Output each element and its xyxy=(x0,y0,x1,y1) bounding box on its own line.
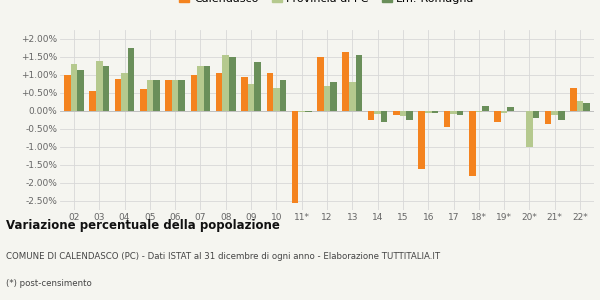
Bar xyxy=(577,101,583,111)
Bar xyxy=(77,70,84,111)
Bar xyxy=(64,75,71,111)
Bar xyxy=(254,62,261,111)
Bar xyxy=(393,111,400,115)
Bar xyxy=(476,111,482,112)
Bar xyxy=(443,111,450,127)
Bar xyxy=(280,80,286,111)
Bar xyxy=(526,111,533,147)
Bar xyxy=(494,111,501,122)
Bar xyxy=(298,111,305,112)
Bar xyxy=(172,80,178,111)
Bar xyxy=(223,55,229,111)
Bar xyxy=(292,111,298,203)
Bar xyxy=(356,55,362,111)
Bar xyxy=(121,73,128,111)
Bar xyxy=(128,48,134,111)
Bar xyxy=(273,88,280,111)
Bar xyxy=(381,111,388,122)
Bar xyxy=(570,88,577,111)
Bar xyxy=(115,79,121,111)
Text: (*) post-censimento: (*) post-censimento xyxy=(6,279,92,288)
Legend: Calendasco, Provincia di PC, Em.-Romagna: Calendasco, Provincia di PC, Em.-Romagna xyxy=(175,0,479,8)
Bar xyxy=(248,84,254,111)
Bar xyxy=(89,91,96,111)
Text: COMUNE DI CALENDASCO (PC) - Dati ISTAT al 31 dicembre di ogni anno - Elaborazion: COMUNE DI CALENDASCO (PC) - Dati ISTAT a… xyxy=(6,252,440,261)
Bar xyxy=(204,66,211,111)
Bar xyxy=(317,57,324,111)
Bar xyxy=(216,73,223,111)
Bar xyxy=(374,111,381,113)
Bar xyxy=(406,111,413,120)
Bar xyxy=(241,77,248,111)
Bar xyxy=(178,80,185,111)
Bar xyxy=(482,106,489,111)
Bar xyxy=(450,111,457,114)
Bar xyxy=(583,103,590,111)
Bar xyxy=(469,111,476,176)
Bar xyxy=(368,111,374,120)
Bar xyxy=(533,111,539,118)
Bar xyxy=(425,111,431,113)
Bar xyxy=(191,75,197,111)
Bar xyxy=(431,111,438,113)
Text: Variazione percentuale della popolazione: Variazione percentuale della popolazione xyxy=(6,219,280,232)
Bar xyxy=(349,82,356,111)
Bar xyxy=(558,111,565,120)
Bar xyxy=(457,111,463,115)
Bar xyxy=(551,111,558,115)
Bar xyxy=(229,57,236,111)
Bar xyxy=(324,86,330,111)
Bar xyxy=(197,66,204,111)
Bar xyxy=(343,52,349,111)
Bar xyxy=(330,82,337,111)
Bar xyxy=(140,89,146,111)
Bar xyxy=(305,111,311,112)
Bar xyxy=(165,80,172,111)
Bar xyxy=(508,107,514,111)
Bar xyxy=(96,61,103,111)
Bar xyxy=(545,111,551,124)
Bar xyxy=(103,66,109,111)
Bar xyxy=(146,80,153,111)
Bar xyxy=(266,73,273,111)
Bar xyxy=(418,111,425,169)
Bar xyxy=(153,80,160,111)
Bar xyxy=(501,111,508,113)
Bar xyxy=(71,64,77,111)
Bar xyxy=(400,111,406,116)
